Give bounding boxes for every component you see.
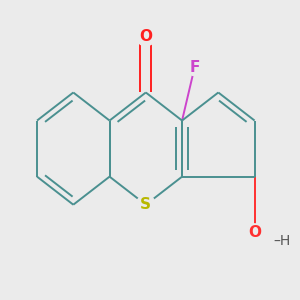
Circle shape <box>246 224 263 242</box>
Circle shape <box>136 27 155 46</box>
Circle shape <box>136 195 155 214</box>
Text: S: S <box>140 197 151 212</box>
Text: F: F <box>189 60 200 75</box>
Text: O: O <box>139 29 152 44</box>
Circle shape <box>186 59 203 76</box>
Text: O: O <box>248 225 261 240</box>
Text: –H: –H <box>273 234 291 248</box>
